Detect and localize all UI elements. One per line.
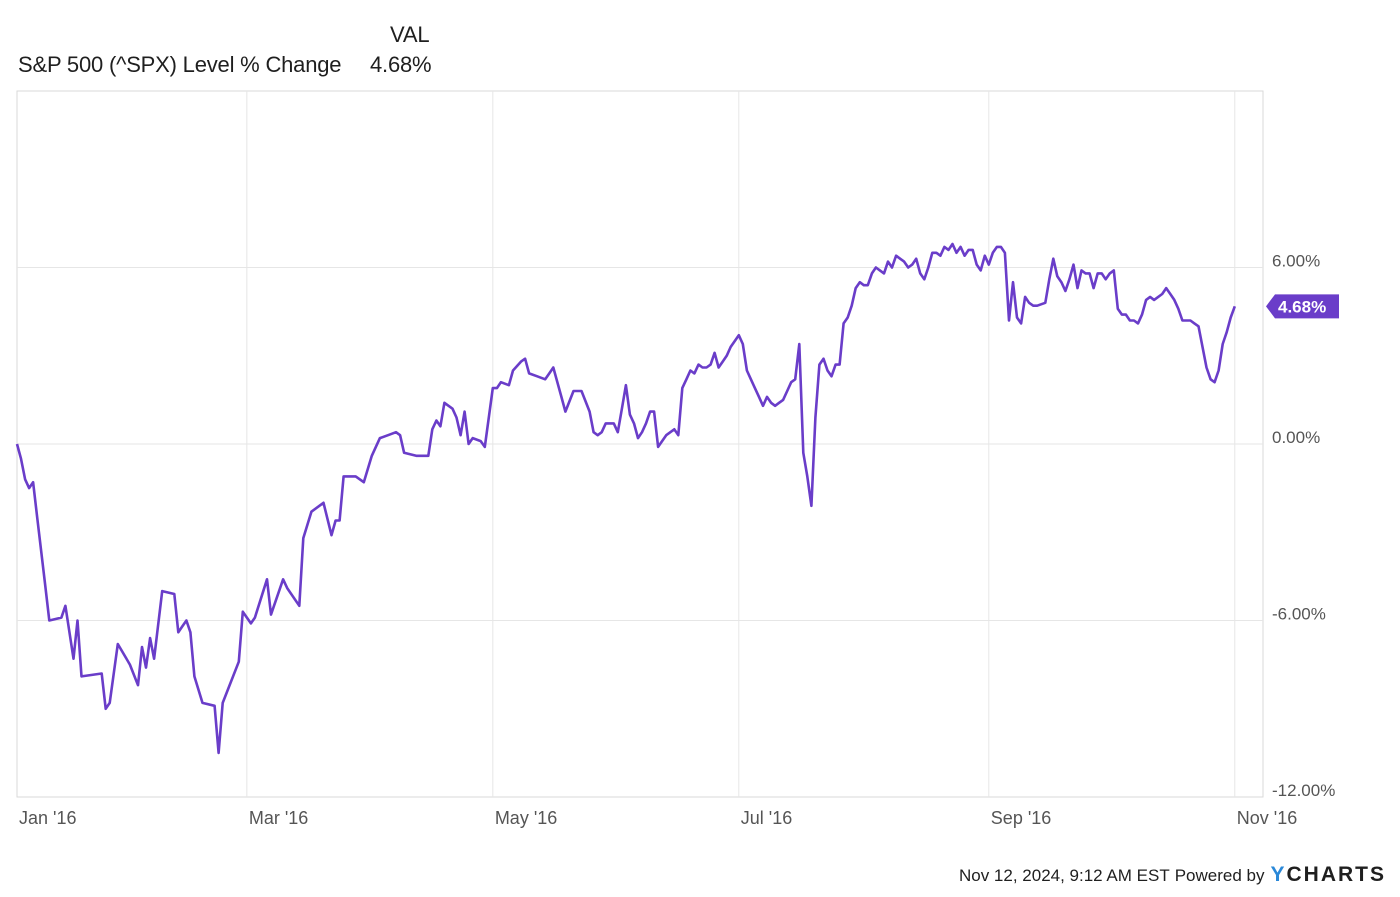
last-value-flag xyxy=(1266,294,1339,319)
x-tick-label: Jul '16 xyxy=(741,808,792,828)
ycharts-logo-y: Y xyxy=(1270,863,1287,886)
y-tick-label: 0.00% xyxy=(1272,428,1320,447)
footer: Nov 12, 2024, 9:12 AM EST Powered by YCH… xyxy=(959,863,1386,887)
y-tick-label: -12.00% xyxy=(1272,781,1335,800)
legend: VAL S&P 500 (^SPX) Level % Change 4.68% xyxy=(0,0,440,90)
footer-timestamp: Nov 12, 2024, 9:12 AM EST xyxy=(958,866,1170,885)
legend-series-value: 4.68% xyxy=(370,52,432,77)
legend-column-header: VAL xyxy=(390,22,430,47)
legend-series-label: S&P 500 (^SPX) Level % Change xyxy=(18,52,342,77)
y-tick-label: -6.00% xyxy=(1272,605,1326,624)
series-line xyxy=(15,242,1237,755)
x-tick-label: Jan '16 xyxy=(19,808,76,828)
last-value-label: 4.68% xyxy=(1278,297,1326,316)
x-tick-label: May '16 xyxy=(495,808,557,828)
ycharts-logo-text: CHARTS xyxy=(1286,863,1386,886)
y-tick-label: 6.00% xyxy=(1272,252,1320,271)
footer-powered-by: Powered by xyxy=(1174,866,1265,885)
x-tick-label: Nov '16 xyxy=(1237,808,1297,828)
ycharts-logo[interactable]: YCHARTS xyxy=(1270,863,1386,887)
x-tick-label: Sep '16 xyxy=(991,808,1051,828)
x-tick-label: Mar '16 xyxy=(249,808,308,828)
